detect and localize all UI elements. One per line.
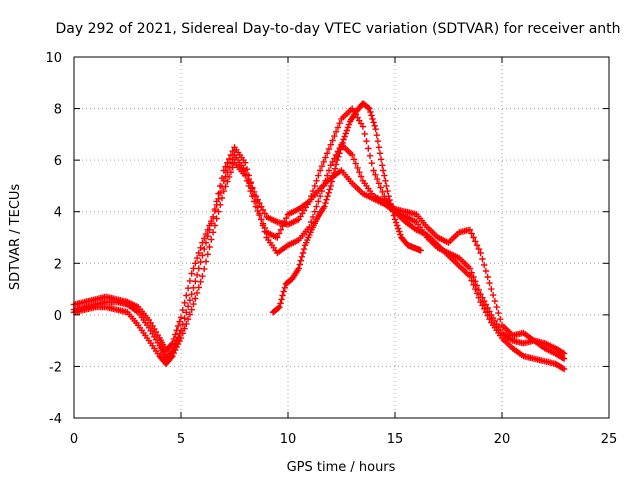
- y-tick-label: 4: [54, 206, 62, 221]
- plot-frame: [73, 56, 610, 419]
- series-track-4: [269, 100, 424, 316]
- y-tick-label: -2: [49, 360, 62, 375]
- y-tick-label: 10: [45, 51, 62, 66]
- series-markers: [70, 141, 568, 362]
- x-tick-label: 15: [387, 432, 404, 447]
- x-tick-labels: 0 5 10 15 20 25: [70, 432, 617, 447]
- y-tick-label: 2: [54, 257, 62, 272]
- grid-lines: [74, 57, 609, 418]
- y-tick-labels: -4 -2 0 2 4 6 8 10: [45, 51, 62, 427]
- y-tick-label: 6: [54, 154, 62, 169]
- y-tick-label: 0: [54, 309, 62, 324]
- y-axis-label: SDTVAR / TECUs: [8, 184, 23, 291]
- x-tick-label: 0: [70, 432, 78, 447]
- x-tick-label: 25: [601, 432, 618, 447]
- x-tick-label: 20: [494, 432, 511, 447]
- y-tick-label: -4: [49, 412, 62, 427]
- series-track-2: [70, 141, 568, 362]
- x-tick-label: 5: [177, 432, 185, 447]
- axis-ticks: [73, 56, 610, 419]
- y-tick-label: 8: [54, 103, 62, 118]
- series-markers: [269, 100, 424, 316]
- x-tick-label: 10: [280, 432, 297, 447]
- x-axis-label: GPS time / hours: [287, 460, 396, 475]
- data-points: [70, 100, 568, 373]
- chart-title: Day 292 of 2021, Sidereal Day-to-day VTE…: [55, 21, 620, 37]
